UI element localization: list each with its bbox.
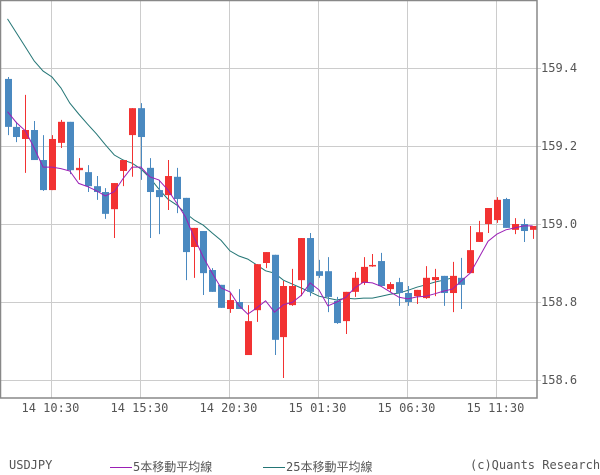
legend-ma5: 5本移動平均線 — [110, 458, 212, 475]
ma5-line — [7, 111, 533, 315]
x-tick-label: 15 06:30 — [377, 401, 436, 415]
copyright: (c)Quants Research — [470, 458, 600, 472]
candles — [5, 76, 537, 379]
ma5-legend-label: 5本移動平均線 — [133, 460, 213, 474]
x-tick-label: 14 10:30 — [21, 401, 80, 415]
y-tick-label: 159.2 — [541, 138, 578, 153]
legend-ma25: 25本移動平均線 — [263, 458, 372, 475]
y-tick-label: 158.6 — [541, 372, 578, 387]
x-tick-label: 15 01:30 — [288, 401, 347, 415]
symbol-label: USDJPY — [9, 458, 53, 472]
ma25-legend-label: 25本移動平均線 — [286, 460, 373, 474]
x-tick-label: 14 20:30 — [199, 401, 258, 415]
ma25-line — [7, 18, 453, 301]
ma5-legend-swatch — [110, 467, 132, 468]
y-tick-label: 158.8 — [541, 294, 578, 309]
ma25-legend-swatch — [263, 467, 285, 468]
plot-frame — [0, 0, 538, 399]
y-tick-label: 159.0 — [541, 216, 578, 231]
grid-lines — [0, 0, 541, 398]
y-tick-label: 159.4 — [541, 60, 578, 75]
x-tick-label: 14 15:30 — [110, 401, 169, 415]
x-tick-label: 15 11:30 — [466, 401, 525, 415]
